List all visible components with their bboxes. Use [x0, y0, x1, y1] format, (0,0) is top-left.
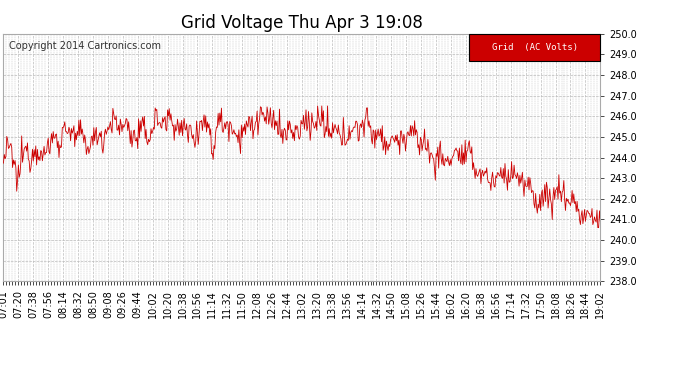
Text: Copyright 2014 Cartronics.com: Copyright 2014 Cartronics.com [10, 41, 161, 51]
Title: Grid Voltage Thu Apr 3 19:08: Grid Voltage Thu Apr 3 19:08 [181, 14, 423, 32]
FancyBboxPatch shape [469, 34, 600, 61]
Text: Grid  (AC Volts): Grid (AC Volts) [492, 43, 578, 52]
